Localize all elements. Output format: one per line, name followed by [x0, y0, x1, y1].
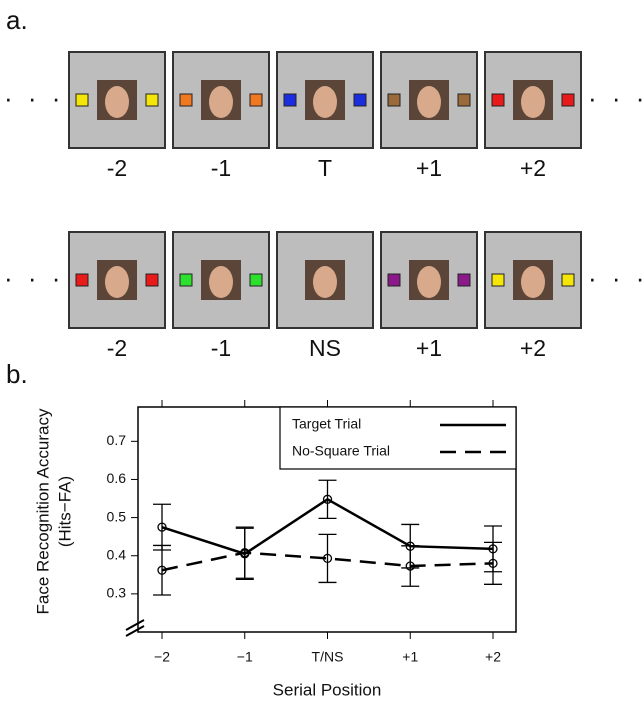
x-tick-label: +1 — [402, 649, 418, 665]
face-image — [521, 86, 545, 118]
data-point — [240, 548, 250, 558]
legend-label: Target Trial — [292, 416, 361, 432]
y-tick-label: 0.4 — [107, 546, 127, 562]
frame-label: -2 — [107, 335, 127, 361]
panel-label: b. — [6, 359, 28, 389]
x-tick-label: +2 — [485, 649, 501, 665]
x-tick-label: −2 — [154, 649, 170, 665]
color-square — [387, 93, 401, 107]
color-square — [283, 93, 297, 107]
face-image — [105, 86, 129, 118]
color-square — [179, 93, 193, 107]
ellipsis: · · · — [4, 263, 64, 293]
color-square — [75, 273, 89, 287]
data-point — [322, 494, 333, 504]
face-image — [209, 86, 233, 118]
color-square — [145, 273, 159, 287]
error-bar — [153, 503, 171, 551]
frame-label: +1 — [416, 335, 442, 361]
frame-label: +2 — [520, 155, 546, 181]
axis-break — [125, 619, 145, 631]
error-bar — [484, 541, 502, 585]
series-line — [161, 551, 494, 572]
ellipsis: · · · — [588, 263, 644, 293]
color-square — [145, 93, 159, 107]
face-image — [313, 86, 337, 118]
color-square — [249, 93, 263, 107]
y-axis-label: Face Recognition Accuracy — [33, 408, 52, 614]
panel-label: a. — [6, 5, 28, 35]
face-image — [209, 266, 233, 298]
frame-label: NS — [309, 335, 341, 361]
data-point — [157, 565, 167, 575]
face-image — [521, 266, 545, 298]
frame-label: -2 — [107, 155, 127, 181]
color-square — [561, 273, 575, 287]
face-image — [417, 86, 441, 118]
frame-label: T — [318, 155, 332, 181]
data-point — [405, 561, 415, 571]
data-point — [322, 553, 333, 564]
color-square — [75, 93, 89, 107]
error-bar — [153, 544, 171, 596]
frame-label: +1 — [416, 155, 442, 181]
ellipsis: · · · — [4, 83, 64, 113]
frame-label: +2 — [520, 335, 546, 361]
x-tick-label: T/NS — [312, 649, 344, 665]
color-square — [491, 93, 505, 107]
y-tick-label: 0.5 — [107, 508, 127, 524]
frame-label: -1 — [211, 335, 231, 361]
error-bar — [235, 526, 254, 579]
color-square — [491, 273, 505, 287]
data-point — [488, 558, 498, 569]
error-bar — [318, 533, 337, 584]
data-point — [157, 522, 167, 532]
face-image — [105, 266, 129, 298]
legend-label: No-Square Trial — [292, 443, 390, 459]
color-square — [353, 93, 367, 107]
error-bar — [401, 545, 420, 587]
frame-label: -1 — [211, 155, 231, 181]
x-axis-label: Serial Position — [273, 680, 382, 699]
color-square — [249, 273, 263, 287]
y-tick-label: 0.3 — [107, 585, 127, 601]
color-square — [457, 273, 471, 287]
x-tick-label: −1 — [237, 649, 253, 665]
y-tick-label: 0.6 — [107, 470, 127, 486]
color-square — [561, 93, 575, 107]
color-square — [457, 93, 471, 107]
y-tick-label: 0.7 — [107, 432, 127, 448]
color-square — [387, 273, 401, 287]
y-axis-label: (Hits−FA) — [55, 476, 74, 547]
face-image — [417, 266, 441, 298]
color-square — [179, 273, 193, 287]
axis-break — [125, 625, 145, 637]
ellipsis: · · · — [588, 83, 644, 113]
legend-box — [279, 406, 517, 470]
error-bar — [318, 479, 337, 520]
face-image — [313, 266, 337, 298]
